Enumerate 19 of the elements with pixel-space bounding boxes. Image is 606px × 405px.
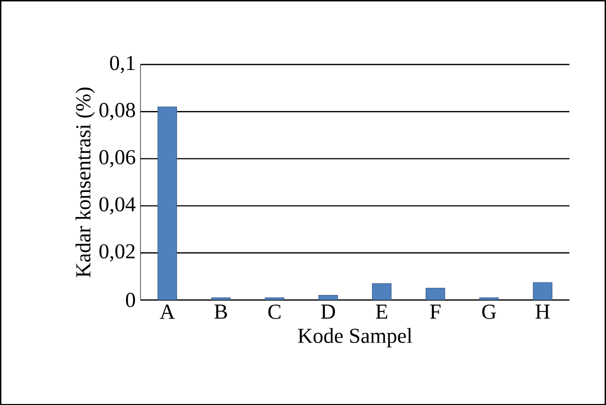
x-tick-label: D: [321, 304, 335, 318]
bar: [372, 283, 392, 300]
x-tick-label: B: [214, 304, 227, 318]
y-tick-label: 0,08: [99, 102, 135, 120]
x-tick-label: E: [376, 304, 388, 318]
bar: [532, 282, 552, 300]
x-tick-label: G: [482, 304, 496, 319]
x-tick-label: C: [268, 304, 280, 319]
x-tick-label: F: [430, 304, 441, 318]
y-tick-label: 0,04: [99, 196, 136, 214]
y-tick-label: 0,02: [99, 244, 135, 262]
x-tick-label: H: [536, 304, 550, 318]
y-tick-label: 0: [126, 292, 135, 307]
bar: [158, 106, 178, 300]
x-axis-title: Kode Sampel: [298, 328, 412, 348]
y-axis-title: Kadar konsentrasi (%): [76, 87, 95, 278]
y-tick-label: 0,06: [99, 150, 136, 168]
x-tick-label: A: [160, 304, 175, 319]
y-tick-label: 0,1: [110, 56, 135, 74]
